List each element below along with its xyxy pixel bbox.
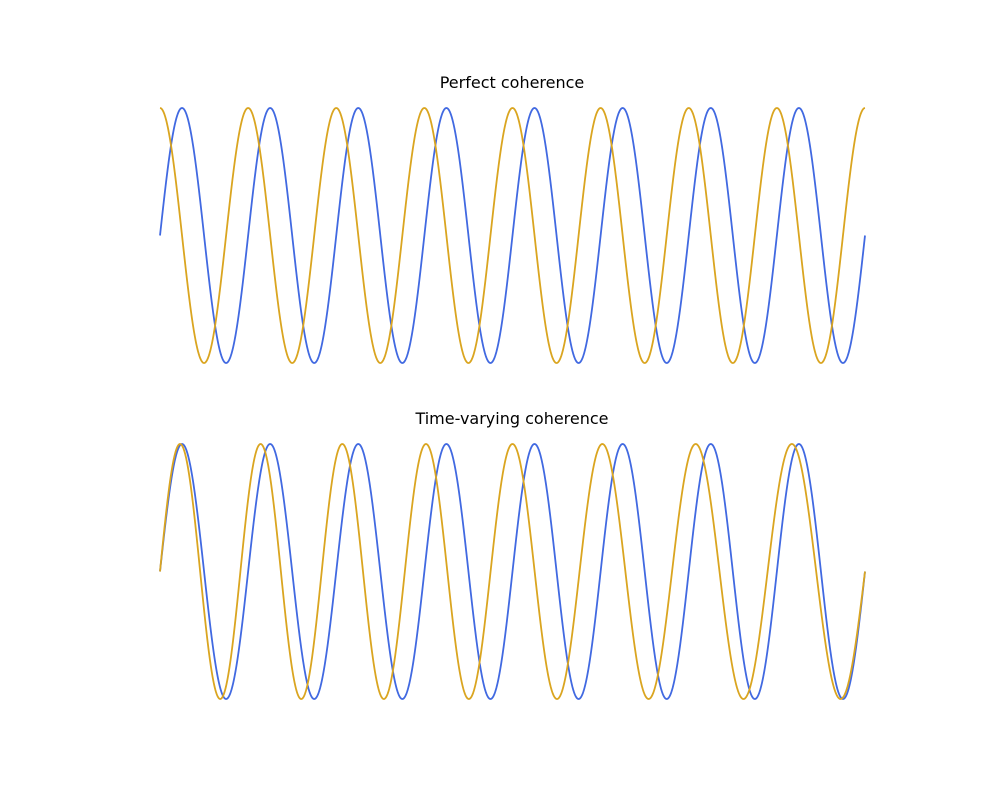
series-layer [159,443,866,700]
panel-perfect-coherence: Perfect coherence [159,73,866,364]
chart-title: Perfect coherence [440,73,585,92]
panel-time-varying-coherence: Time-varying coherence [159,409,866,700]
chart-title: Time-varying coherence [414,409,608,428]
series-line-2 [159,443,866,700]
series-line-2 [159,107,866,364]
series-line-1 [159,107,866,364]
series-line-1 [159,443,866,700]
series-layer [159,107,866,364]
